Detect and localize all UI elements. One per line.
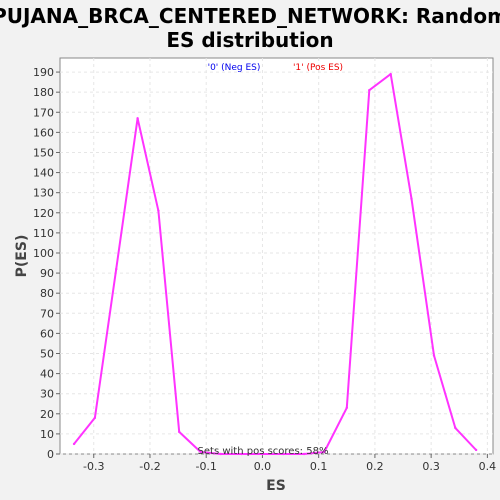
x-tick-label: -0.1 [195,460,216,473]
data-point [410,197,413,200]
pos-scores-annotation: Sets with pos scores: 58% [198,446,329,457]
data-point [432,354,436,357]
y-axis-label: P(ES) [14,235,30,278]
grid-lines [60,58,493,455]
y-tick-label: 60 [40,327,54,340]
y-tick-label: 130 [33,187,54,200]
data-point [454,426,457,430]
data-point [115,267,118,271]
data-point [282,452,285,456]
y-tick-label: 20 [40,408,54,421]
y-tick-label: 180 [33,86,54,99]
data-point [240,452,243,456]
data-point [302,452,306,456]
data-point [389,72,392,76]
data-point [93,416,97,420]
data-point [199,450,202,454]
data-point [178,430,181,434]
es-distribution-line [73,73,477,455]
y-tick-label: 50 [40,347,54,360]
y-tick-label: 140 [33,167,54,180]
x-tick-label: 0.2 [366,460,384,473]
data-point [474,448,478,452]
data-point [261,452,264,456]
data-point [323,450,326,454]
x-axis-ticks: -0.3 -0.2 -0.1 0.0 0.1 0.2 0.3 0.4 [83,454,496,473]
y-tick-label: 70 [40,307,54,320]
y-tick-label: 150 [33,146,54,159]
x-tick-label: 0.3 [422,460,440,473]
x-tick-label: 0.0 [254,460,272,473]
y-tick-label: 80 [40,287,54,300]
plot-area [59,57,494,455]
y-tick-label: 160 [33,126,54,139]
y-tick-label: 0 [47,448,54,461]
data-point [345,406,348,409]
x-tick-label: 0.1 [310,460,328,473]
data-point [219,452,223,456]
y-tick-label: 170 [33,106,54,119]
chart-title-line-2: ES distribution [166,28,333,52]
y-tick-label: 30 [40,388,54,401]
x-tick-label: -0.3 [83,460,104,473]
y-tick-label: 100 [33,247,54,260]
y-tick-label: 190 [33,66,54,79]
y-tick-label: 120 [33,207,54,220]
legend-entry-pos-es: '1' (Pos ES) [293,63,343,73]
data-point [368,88,371,92]
x-tick-label: 0.4 [479,460,497,473]
legend-entry-neg-es: '0' (Neg ES) [208,63,261,73]
series-layer [72,72,478,456]
chart-title-line-1: PUJANA_BRCA_CENTERED_NETWORK: Random [0,4,500,28]
x-tick-label: -0.2 [139,460,160,473]
y-tick-label: 90 [40,267,54,280]
y-tick-label: 110 [33,227,54,240]
y-axis-ticks: 0 10 20 30 40 50 60 70 80 90 100 110 120 130 140 150 160… [33,66,60,461]
data-point [72,442,76,446]
data-point [136,117,139,120]
y-tick-label: 40 [40,368,54,381]
x-axis-label: ES [266,478,286,494]
y-tick-label: 10 [40,428,54,441]
data-point [157,209,160,212]
